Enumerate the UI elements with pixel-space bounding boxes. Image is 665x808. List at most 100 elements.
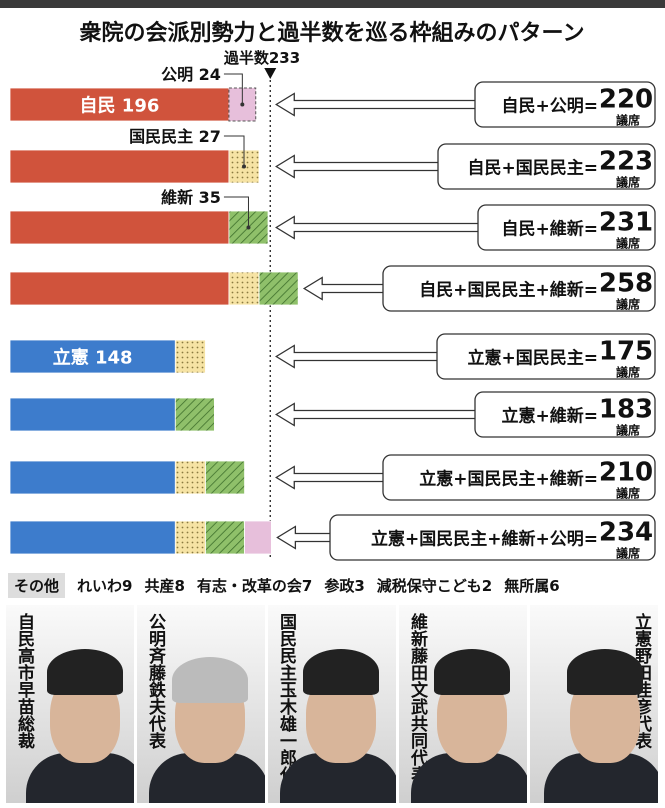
arrow-icon [275,344,437,369]
bar-segment-国民民主 [228,271,260,306]
callout-unit: 議席 [616,175,640,190]
callout-total: 223 [599,147,653,177]
leader-dot [240,102,245,107]
bar-segment-国民民主 [174,339,206,374]
bar-segment-立憲 [9,397,176,432]
callout-label: 立憲+国民民主+維新= [419,469,598,490]
callout-box [477,204,656,251]
callout-box [329,514,656,561]
leader-photo: 自民 高市早苗総裁 [6,605,134,803]
bar-segment-自民 [9,210,230,245]
callout-total: 175 [599,337,653,367]
bar-label: 自民 196 [80,95,160,117]
callout-unit: 議席 [616,423,640,438]
callout-label: 自民+維新= [502,219,599,240]
person-hair [172,657,248,703]
person-hair [434,649,510,695]
bar-segment-立憲 [9,339,176,374]
bar-label: 維新 35 [161,188,221,207]
callout-box [382,265,656,312]
leader-name: 高市早苗総裁 [14,647,34,749]
callout-box [474,81,656,128]
bar-label: 国民民主 27 [129,127,221,146]
bar-segment-自民 [9,149,230,184]
top-bar [0,0,665,8]
others-item: 参政3 [324,577,365,595]
bar-segment-公明 [244,520,272,555]
bar-segment-自民 [9,271,230,306]
callout-unit: 議席 [616,297,640,312]
callout-total: 210 [599,458,653,488]
callout-label: 立憲+維新= [502,406,599,427]
bar-segment-維新 [205,520,245,555]
callout-total: 234 [599,518,653,548]
arrow-icon [276,525,330,550]
leader-party: 維新 [407,613,427,647]
bar-segment-国民民主 [174,520,206,555]
bar-segment-維新 [174,397,215,432]
others-item: 減税保守こども2 [376,577,493,595]
callout-box [437,143,656,190]
leader-party: 公明 [145,613,165,647]
leader-name: 藤田文武共同代表 [407,647,427,783]
others-item: 共産8 [144,577,185,595]
callout-box [474,391,656,438]
callout-unit: 議席 [616,546,640,561]
leader-photos: 自民 高市早苗総裁 公明 斉藤鉄夫代表 国民民主 玉木雄一郎代表 維新 藤田文武共同代表… [6,605,658,803]
leader-name: 斉藤鉄夫代表 [145,647,165,749]
majority-marker-icon [264,68,277,79]
arrow-icon [275,154,438,179]
bar-segment-立憲 [9,460,176,495]
others-item: 無所属6 [504,577,560,595]
bar-segment-維新 [205,460,245,495]
bar-segment-立憲 [9,520,176,555]
leader-caption: 自民 高市早苗総裁 [14,613,34,749]
callout-total: 258 [599,269,653,299]
callout-unit: 議席 [616,236,640,251]
coalition-chart: 衆院の会派別勢力と過半数を巡る枠組みのパターン 過半数233 自民 196公明 … [9,20,656,561]
arrow-icon [275,92,475,117]
person-hair [303,649,379,695]
others-item: れいわ9 [77,577,133,595]
bar-segment-自民 [9,87,230,122]
arrow-icon [302,276,383,301]
leader-dot [242,164,247,169]
callout-total: 183 [599,395,653,425]
leader-line [223,73,243,105]
bar-label: 公明 24 [161,65,221,84]
person-hair [47,649,123,695]
others-item: 有志・改革の会7 [196,577,313,595]
majority-label: 過半数233 [223,49,300,67]
leader-photo: 立憲 野田佳彦代表 [530,605,658,803]
bar-label: 立憲 148 [53,347,133,369]
leader-caption: 公明 斉藤鉄夫代表 [145,613,165,749]
callout-unit: 議席 [616,113,640,128]
callout-label: 自民+公明= [502,96,599,117]
leader-party: 国民民主 [276,613,296,681]
leader-party: 立憲 [631,613,651,647]
arrow-icon [275,215,478,240]
leader-photo: 維新 藤田文武共同代表 [399,605,527,803]
leader-line [223,196,249,228]
callout-label: 立憲+国民民主+維新+公明= [371,529,598,550]
others-label: その他 [8,573,66,598]
leader-line [223,135,245,167]
leader-dot [246,225,251,230]
arrow-icon [275,402,475,427]
bar-segment-国民民主 [174,460,206,495]
callout-box [436,333,656,380]
leader-photo: 国民民主 玉木雄一郎代表 [268,605,396,803]
leader-photo: 公明 斉藤鉄夫代表 [137,605,265,803]
callout-total: 231 [599,208,653,238]
leader-party: 自民 [14,613,34,647]
leader-caption: 維新 藤田文武共同代表 [407,613,427,783]
callout-label: 自民+国民民主+維新= [419,280,598,301]
callout-label: 自民+国民民主= [468,158,599,179]
callout-unit: 議席 [616,486,640,501]
person-hair [567,649,643,695]
callout-label: 立憲+国民民主= [468,348,599,369]
others-row: その他 れいわ9 共産8 有志・改革の会7 参政3 減税保守こども2 無所属6 [8,573,560,598]
callout-unit: 議席 [616,365,640,380]
arrow-icon [275,465,383,490]
